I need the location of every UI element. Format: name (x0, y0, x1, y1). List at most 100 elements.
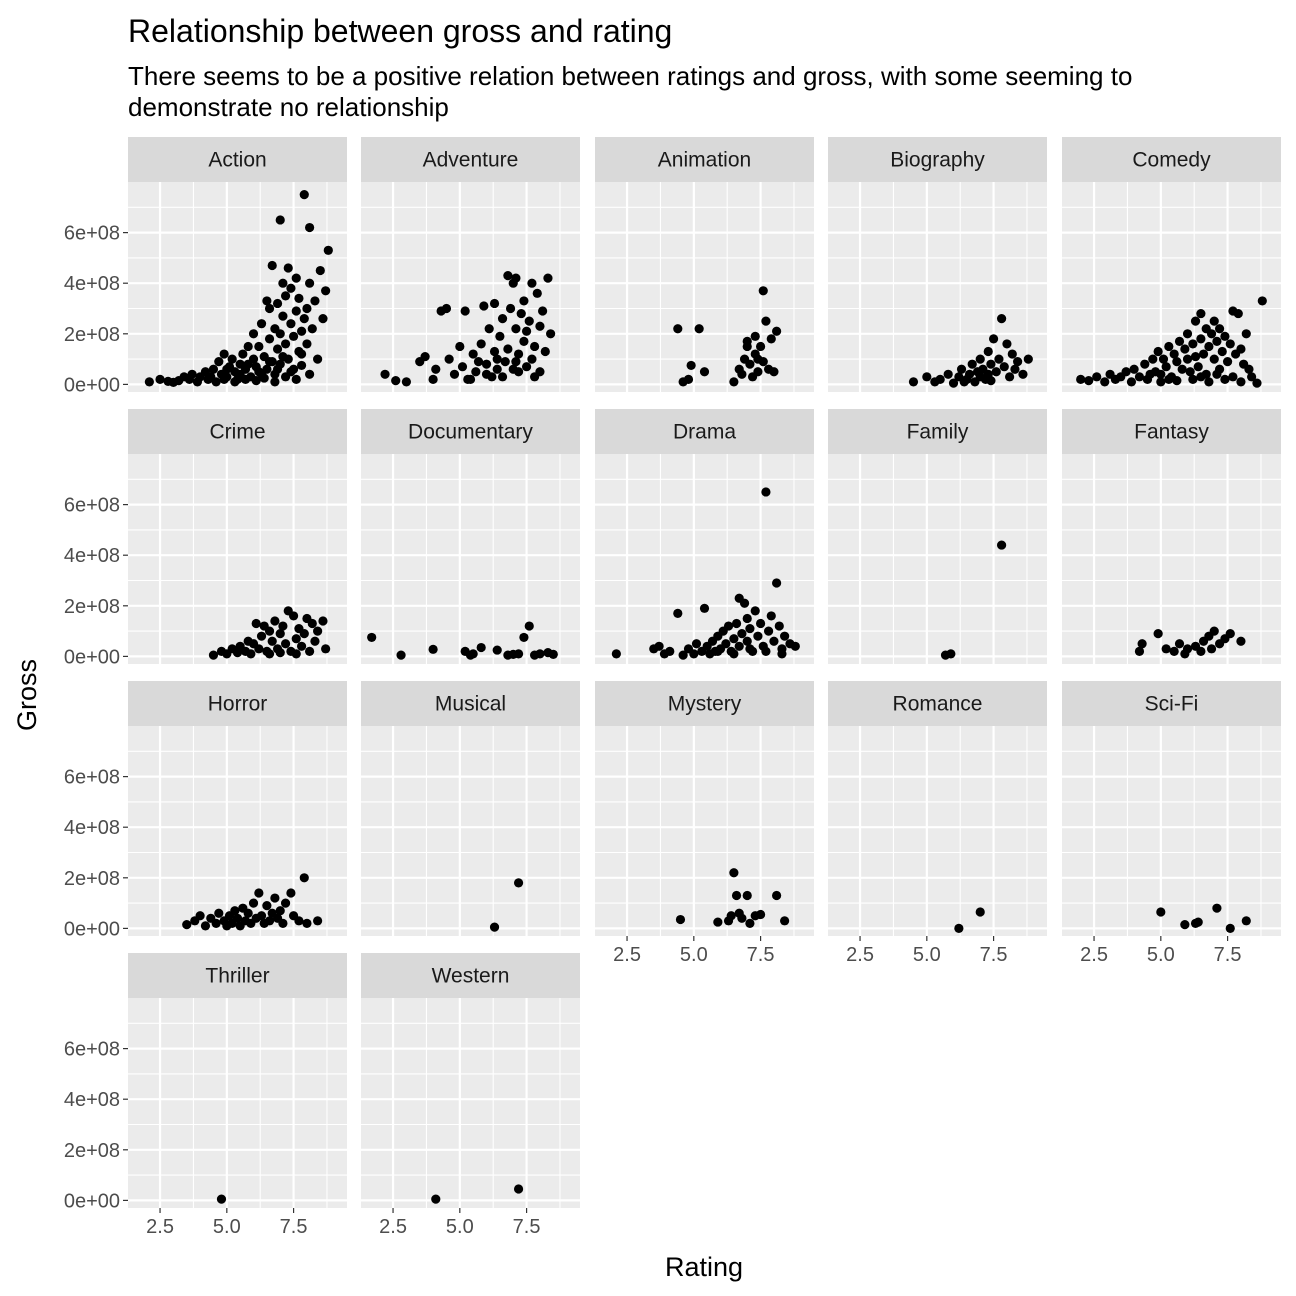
panel-comedy-point-18 (1161, 362, 1171, 372)
panel-action-point-49 (280, 339, 291, 349)
panel-horror-point-26 (270, 893, 280, 903)
panel-adventure-point-47 (540, 346, 550, 357)
panel-drama-point-27 (739, 598, 750, 608)
panel-western-x-tick-label-2: 7.5 (513, 1216, 541, 1238)
panel-thriller-y-tick-label-2: 4e+08 (64, 1089, 120, 1111)
panel-romance-point-0 (954, 923, 964, 934)
panel-comedy-point-27 (1182, 354, 1193, 364)
panel-action-point-42 (272, 298, 283, 309)
panel-adventure-point-12 (457, 362, 468, 372)
panel-comedy-point-55 (1244, 364, 1254, 374)
panel-animation-background (595, 182, 814, 392)
facet-panels: Action 0e+00 2e+08 4e+08 6e+08 Adventure Anima… (64, 137, 1281, 1238)
panel-comedy-point-61 (1188, 374, 1198, 384)
panel-action-point-75 (323, 245, 333, 255)
panel-comedy-point-38 (1204, 341, 1214, 352)
panel-fantasy-background (1062, 454, 1281, 664)
panel-drama-point-8 (689, 649, 699, 659)
panel-horror-point-6 (214, 908, 224, 918)
panel-mystery-point-9 (745, 918, 755, 928)
panel-action-point-73 (318, 314, 328, 324)
panel-adventure-point-10 (449, 369, 460, 379)
panel-documentary-point-7 (492, 645, 502, 655)
panel-comedy-point-24 (1177, 364, 1187, 374)
panel-mystery-background (595, 726, 814, 936)
panel-family-background (828, 454, 1047, 664)
panel-horror-point-28 (275, 906, 285, 916)
panel-drama-point-43 (780, 631, 790, 641)
panel-mystery-point-7 (737, 913, 747, 923)
panel-comedy-point-2 (1092, 372, 1102, 382)
panel-fantasy-strip-label: Fantasy (1134, 421, 1209, 444)
panel-adventure: Adventure (361, 137, 580, 392)
panel-horror-point-31 (286, 888, 296, 898)
panel-musical-strip (361, 681, 580, 726)
panel-drama-point-45 (790, 641, 800, 651)
panel-drama: Drama (595, 409, 814, 664)
panel-biography: Biography (828, 137, 1047, 392)
panel-comedy-point-17 (1158, 354, 1169, 364)
panel-crime-y-tick-label-1: 2e+08 (64, 596, 120, 618)
panel-drama-point-0 (611, 649, 621, 659)
panel-action-point-57 (291, 306, 301, 316)
panel-fantasy-point-4 (1169, 646, 1179, 656)
panel-fantasy-point-7 (1182, 644, 1193, 654)
panel-biography-point-24 (999, 362, 1009, 372)
panel-comedy-point-26 (1182, 329, 1193, 339)
panel-adventure-point-43 (529, 341, 540, 352)
panel-fantasy-point-3 (1161, 644, 1171, 654)
panel-horror-point-29 (278, 918, 288, 928)
panel-action-point-88 (286, 367, 296, 377)
panel-comedy-point-57 (1252, 378, 1262, 388)
panel-adventure-point-41 (524, 316, 534, 326)
panel-biography-point-30 (1018, 369, 1028, 379)
panel-crime-point-20 (278, 621, 288, 631)
panel-adventure-point-44 (532, 288, 542, 298)
panel-animation-point-6 (729, 377, 739, 387)
panel-action-point-94 (296, 349, 307, 359)
panel-family: Family (828, 409, 1047, 664)
panel-action-point-85 (235, 369, 245, 379)
panel-biography-point-1 (922, 372, 932, 382)
panel-adventure-point-59 (527, 354, 537, 364)
panel-musical-background (361, 726, 580, 936)
panel-adventure-point-8 (441, 303, 452, 314)
panel-biography-point-0 (908, 377, 919, 387)
panel-action-point-47 (278, 278, 288, 288)
panel-crime-point-25 (291, 634, 301, 644)
panel-animation-point-2 (683, 374, 694, 384)
panel-adventure-point-18 (479, 301, 489, 311)
panel-action-point-72 (315, 265, 325, 276)
panel-adventure-point-15 (468, 349, 478, 359)
panel-adventure-point-58 (511, 357, 521, 367)
panel-action-strip (128, 137, 347, 182)
panel-horror-point-33 (294, 916, 304, 926)
panel-biography-point-23 (996, 314, 1007, 324)
panel-drama-point-47 (729, 649, 739, 659)
panel-mystery-point-13 (780, 916, 790, 926)
panel-action-point-64 (299, 314, 309, 324)
panel-horror-point-20 (254, 888, 264, 898)
panel-romance-x-tick-label-1: 5.0 (913, 944, 941, 966)
panel-action-point-76 (206, 372, 216, 382)
panel-horror-point-23 (262, 901, 272, 911)
panel-adventure-point-50 (465, 374, 476, 384)
panel-adventure-point-17 (476, 339, 486, 349)
panel-sci-fi-x-tick-label-1: 5.0 (1147, 944, 1175, 966)
panel-sci-fi-point-0 (1156, 907, 1166, 917)
panel-drama-point-4 (665, 646, 675, 656)
panel-crime-y-tick-label-3: 6e+08 (64, 495, 120, 517)
panel-comedy-point-25 (1180, 344, 1190, 354)
panel-comedy-point-19 (1164, 341, 1174, 352)
panel-comedy-point-48 (1225, 339, 1235, 349)
panel-adventure-point-23 (489, 298, 500, 309)
panel-action-point-90 (222, 364, 232, 374)
panel-action-strip-label: Action (208, 149, 266, 172)
panel-action-point-45 (275, 329, 285, 339)
panel-horror-point-24 (264, 916, 275, 926)
panel-crime-point-16 (267, 636, 277, 646)
panel-comedy-point-66 (1196, 372, 1206, 382)
panel-adventure-point-29 (503, 344, 513, 354)
panel-thriller-y-tick-label-0: 0e+00 (64, 1190, 120, 1212)
panel-comedy-point-60 (1172, 376, 1182, 386)
